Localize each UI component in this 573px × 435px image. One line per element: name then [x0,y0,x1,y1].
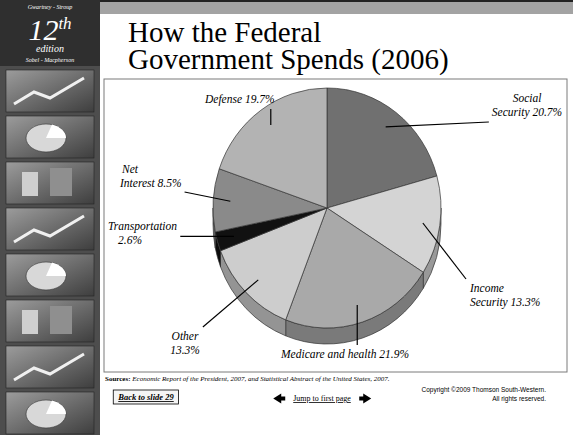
label-part: Security [470,296,511,309]
back-button[interactable]: Back to slide 29 [113,390,178,404]
label-part: Net [121,163,139,175]
label-part: 8.5% [158,177,182,189]
back-button-text[interactable]: Back to slide 29 [117,392,174,402]
edition-digits: 12 [28,13,58,46]
arrow-right[interactable] [359,394,371,404]
label-part: 19.7% [242,93,275,105]
tile-icon [50,306,72,334]
leader-line [423,223,466,279]
label-part: 20.7% [532,106,562,118]
copyright: All rights reserved. [492,395,546,403]
label-part: 2.6% [118,234,142,246]
tile-icon [46,401,66,414]
edition-word: edition [36,43,64,54]
leader-line [270,109,271,125]
slice-label: Other 13.3% [170,330,200,356]
sidebar-tile [6,208,94,250]
tile-icon [14,354,84,380]
top-band [100,0,573,14]
sources-text: Economic Report of the President, 2007, … [131,375,389,383]
label-part: Social [513,92,542,104]
edition-suffix: th [58,14,71,33]
tile-icon [14,78,84,104]
tile-icon [46,125,66,138]
leader-line [357,305,358,345]
sources-label: Sources: [105,375,132,383]
background [0,0,573,435]
tile-icon [22,172,38,196]
slice-label: Social Security 20.7% [492,92,562,119]
slice-label: Net Interest 8.5% [119,163,182,189]
label-part: 13.3% [170,344,200,356]
slice-label: Transportation2.6% [108,220,177,246]
leader-line [203,280,258,327]
sidebar-head [0,0,100,66]
labels: Social Security 20.7% Income Security 13.3%… [108,92,562,360]
copyright: Copyright ©2009 Thomson South-Western. [421,386,546,394]
arrow-left[interactable] [273,394,285,404]
slice [219,88,327,208]
jump-link[interactable]: Jump to first page [293,394,351,403]
leader-line [185,192,231,201]
back-button-box[interactable] [113,390,178,404]
leader-line [386,122,489,127]
tile-icon [50,168,72,196]
title-line: Government Spends (2006) [128,43,449,76]
title: How the FederalGovernment Spends (2006) [128,16,449,76]
sources: Sources: Economic Report of the Presiden… [105,375,390,383]
sidebar-tile [6,70,94,112]
label-part: 21.9% [376,348,409,360]
label-part: Security [492,106,533,119]
sidebar-tile [6,300,94,342]
tile-icon [26,262,66,290]
label-part: Income [469,282,504,294]
tile-icon [22,310,38,334]
authors-top: Gwartney - Stroup [28,4,72,10]
slice-label: Medicare and health 21.9% [280,348,409,360]
tile-icon [26,124,66,152]
label-part: Interest [119,177,158,189]
sidebar-tile [6,392,94,434]
sidebar-tile [6,254,94,296]
leader-line [180,236,234,237]
leaders [180,109,489,345]
slide: Gwartney - Stroup12theditionSobel - Macp… [0,0,573,435]
label-part: Transportation [108,220,177,233]
label-part: Other [172,330,199,342]
top-line [100,0,573,2]
label-part: Defense [204,93,242,106]
label-part: Medicare and health [280,348,377,360]
tile-icon [26,400,66,428]
chart-frame [104,79,567,372]
edition-number: 12th [28,13,71,46]
tile-icon [46,263,66,276]
authors-bottom: Sobel - Macpherson [26,57,74,63]
slice-label: Income Security 13.3% [469,282,540,309]
sidebar-tile [6,116,94,158]
sidebar-tile [6,162,94,204]
tile-icon [14,216,84,242]
label-part: 13.3% [511,296,541,308]
sidebar [0,0,100,435]
slice-label: Defense 19.7% [204,93,275,106]
sidebar-tile [6,346,94,388]
